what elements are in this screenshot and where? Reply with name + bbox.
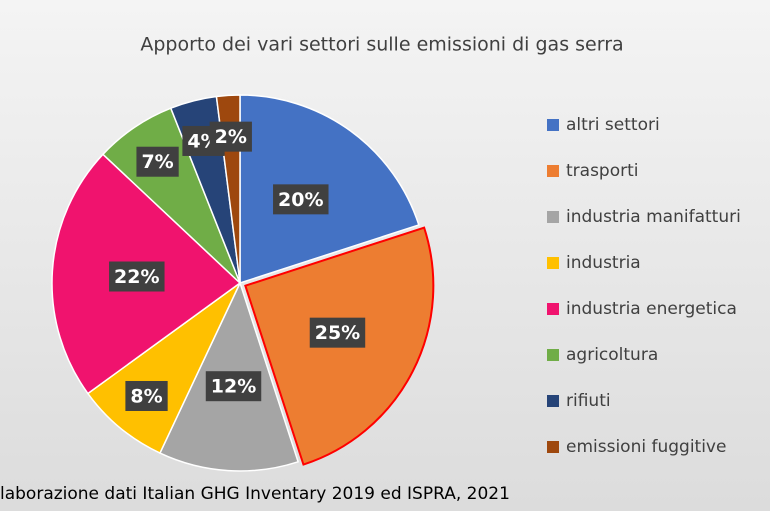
legend-swatch: [547, 303, 559, 315]
data-label: 8%: [125, 380, 168, 411]
legend-swatch: [547, 119, 559, 131]
data-label-text: 12%: [211, 376, 256, 398]
data-label: 12%: [205, 371, 262, 402]
data-label-box: [205, 371, 262, 402]
legend-swatch: [547, 395, 559, 407]
data-label-box: [136, 146, 179, 177]
legend-label: altri settori: [566, 115, 660, 135]
data-label-box: [125, 380, 168, 411]
legend-label: emissioni fuggitive: [566, 437, 726, 457]
data-label-box: [309, 317, 366, 348]
data-label-text: 8%: [130, 385, 162, 407]
legend-swatch: [547, 211, 559, 223]
legend-label: agricoltura: [566, 345, 658, 365]
data-label-text: 7%: [141, 151, 173, 173]
data-label-box: [273, 184, 329, 215]
source-note: laborazione dati Italian GHG Inventary 2…: [0, 484, 510, 504]
data-label-box: [109, 261, 165, 292]
data-label-box: [209, 121, 252, 152]
data-label: 2%: [209, 121, 252, 152]
data-label: 25%: [309, 317, 366, 348]
legend-label: industria: [566, 253, 641, 273]
data-label-text: 25%: [315, 322, 360, 344]
data-label-text: 20%: [278, 189, 323, 211]
chart-title: Apporto dei vari settori sulle emissioni…: [140, 34, 623, 56]
data-label-text: 22%: [114, 266, 159, 288]
data-label: 22%: [109, 261, 165, 292]
legend-swatch: [547, 441, 559, 453]
legend-label: industria manifatturi: [566, 207, 741, 227]
data-label-text: 2%: [215, 126, 247, 148]
data-label: 20%: [273, 184, 329, 215]
legend-label: trasporti: [566, 161, 639, 181]
data-label: 7%: [136, 146, 179, 177]
legend-label: rifiuti: [566, 391, 611, 411]
legend-swatch: [547, 349, 559, 361]
pie-slice: [239, 94, 420, 285]
legend-label: industria energetica: [566, 299, 737, 319]
legend-swatch: [547, 165, 559, 177]
legend-swatch: [547, 257, 559, 269]
